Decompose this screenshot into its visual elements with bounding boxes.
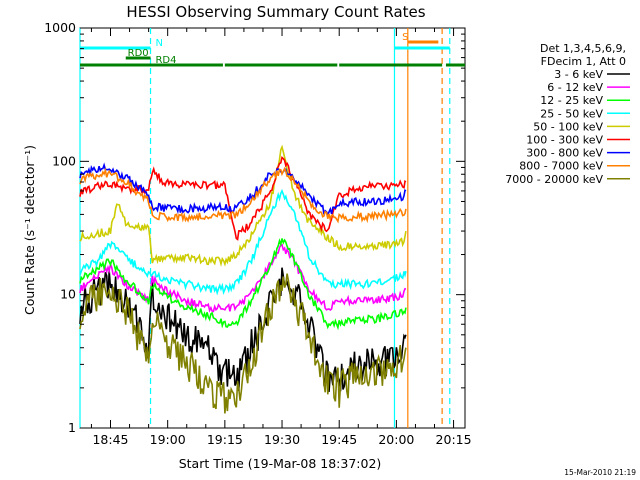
series-line-5 (79, 155, 407, 241)
legend-entry-label: 100 - 300 keV (526, 134, 603, 147)
x-tick-label: 19:00 (150, 432, 186, 447)
legend: Det 1,3,4,5,6,9, FDecim 1, Att 0 3 - 6 k… (505, 42, 630, 186)
x-tick-label: 18:45 (92, 432, 128, 447)
series-line-7 (79, 166, 407, 224)
y-tick-label: 1000 (44, 20, 76, 35)
x-axis-label: Start Time (19-Mar-08 18:37:02) (179, 456, 382, 471)
y-tick-label: 10 (60, 287, 76, 302)
legend-header-line-1: Det 1,3,4,5,6,9, (540, 42, 626, 55)
legend-entry-label: 25 - 50 keV (540, 107, 603, 120)
state-bar-label: RD0 (128, 48, 149, 59)
state-bar-label: RD4 (155, 55, 176, 66)
footer-timestamp: 15-Mar-2010 21:19 (564, 468, 636, 477)
x-tick-label: 19:15 (207, 432, 243, 447)
series-line-4 (79, 144, 407, 268)
x-tick-label: 20:15 (436, 432, 472, 447)
legend-entry-label: 50 - 100 keV (533, 120, 603, 133)
state-bar-label: S (402, 32, 408, 43)
x-tick-label: 19:45 (321, 432, 357, 447)
x-tick-label: 20:00 (378, 432, 414, 447)
x-tick-label: 19:30 (264, 432, 300, 447)
legend-header-line-2: FDecim 1, Att 0 (541, 55, 626, 68)
legend-entry-label: 300 - 800 keV (526, 147, 603, 160)
legend-entry-label: 800 - 7000 keV (519, 160, 603, 173)
series-line-6 (79, 162, 407, 217)
y-axis-label: Count Rate (s⁻¹ detector⁻¹) (22, 145, 37, 315)
series-line-8 (79, 273, 407, 414)
chart-title: HESSI Observing Summary Count Rates (126, 3, 425, 21)
legend-entry-label: 7000 - 20000 keV (505, 173, 603, 186)
legend-entry-label: 3 - 6 keV (554, 68, 603, 81)
y-tick-label: 100 (52, 153, 76, 168)
state-bar-label: N (155, 38, 162, 49)
legend-entry-label: 12 - 25 keV (540, 94, 603, 107)
series-line-2 (79, 238, 407, 331)
y-tick-label: 1 (68, 420, 76, 435)
legend-entry-label: 6 - 12 keV (547, 81, 603, 94)
series-line-3 (79, 188, 407, 296)
